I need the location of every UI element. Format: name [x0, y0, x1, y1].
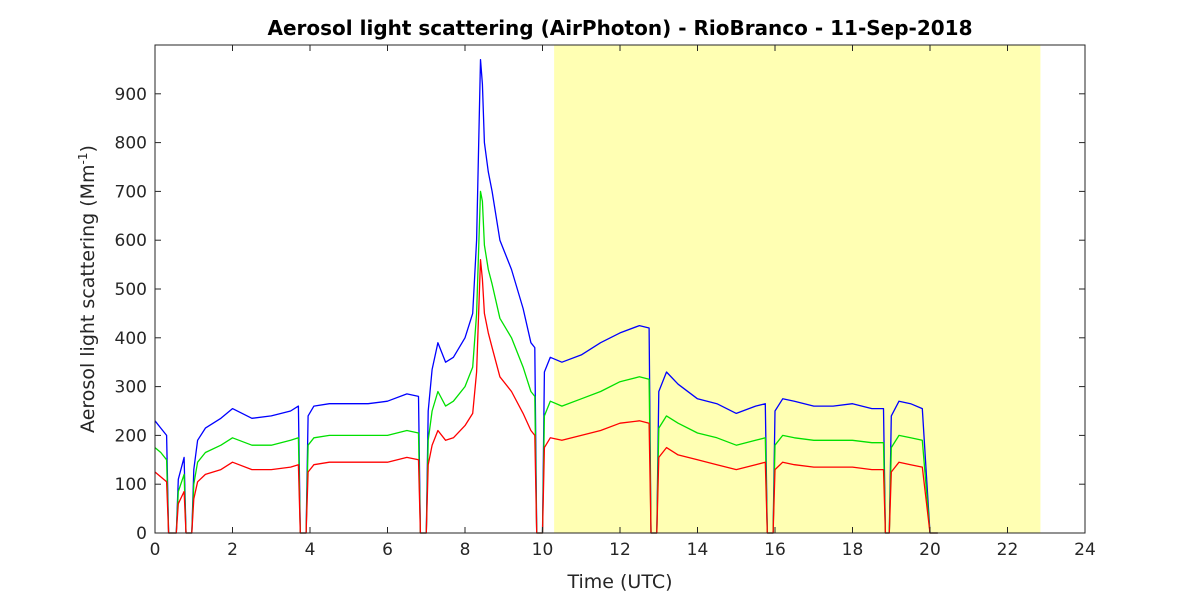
- y-axis: 0 100 200 300 400 500 600 700 800 900: [115, 85, 1085, 544]
- y-tick-label: 800: [115, 134, 147, 154]
- x-tick-label: 24: [1074, 540, 1096, 560]
- y-axis-label-main: Aerosol light scattering (Mm: [77, 164, 99, 433]
- x-tick-label: 0: [150, 540, 161, 560]
- x-tick-label: 14: [687, 540, 709, 560]
- x-tick-label: 18: [842, 540, 864, 560]
- y-tick-label: 300: [115, 378, 147, 398]
- y-tick-label: 500: [115, 280, 147, 300]
- y-axis-label-close: ): [77, 145, 99, 152]
- y-tick-label: 200: [115, 426, 147, 446]
- y-tick-label: 700: [115, 182, 147, 202]
- series-line-2: [154, 259, 938, 534]
- x-tick-label: 8: [460, 540, 471, 560]
- y-tick-label: 0: [136, 524, 147, 544]
- y-tick-label: 900: [115, 85, 147, 105]
- x-tick-label: 10: [532, 540, 554, 560]
- shaded-region: [554, 45, 1041, 533]
- x-tick-label: 22: [997, 540, 1019, 560]
- x-axis-label: Time (UTC): [566, 571, 672, 593]
- x-tick-label: 4: [305, 540, 316, 560]
- series-line-1: [154, 190, 938, 534]
- x-tick-label: 6: [382, 540, 393, 560]
- x-tick-label: 20: [919, 540, 941, 560]
- y-tick-label: 400: [115, 329, 147, 349]
- x-tick-label: 12: [609, 540, 631, 560]
- y-tick-label: 100: [115, 475, 147, 495]
- x-tick-label: 2: [227, 540, 238, 560]
- chart-title: Aerosol light scattering (AirPhoton) - R…: [268, 16, 973, 40]
- series-line-0: [154, 58, 938, 534]
- x-axis: 0 2 4 6 8 10 12 14 16 18 20 22 24: [150, 45, 1096, 560]
- y-axis-label: Aerosol light scattering (Mm-1): [76, 145, 99, 433]
- series-group: [154, 58, 938, 534]
- y-axis-label-sup: -1: [76, 152, 90, 164]
- y-tick-label: 600: [115, 231, 147, 251]
- x-tick-label: 16: [764, 540, 786, 560]
